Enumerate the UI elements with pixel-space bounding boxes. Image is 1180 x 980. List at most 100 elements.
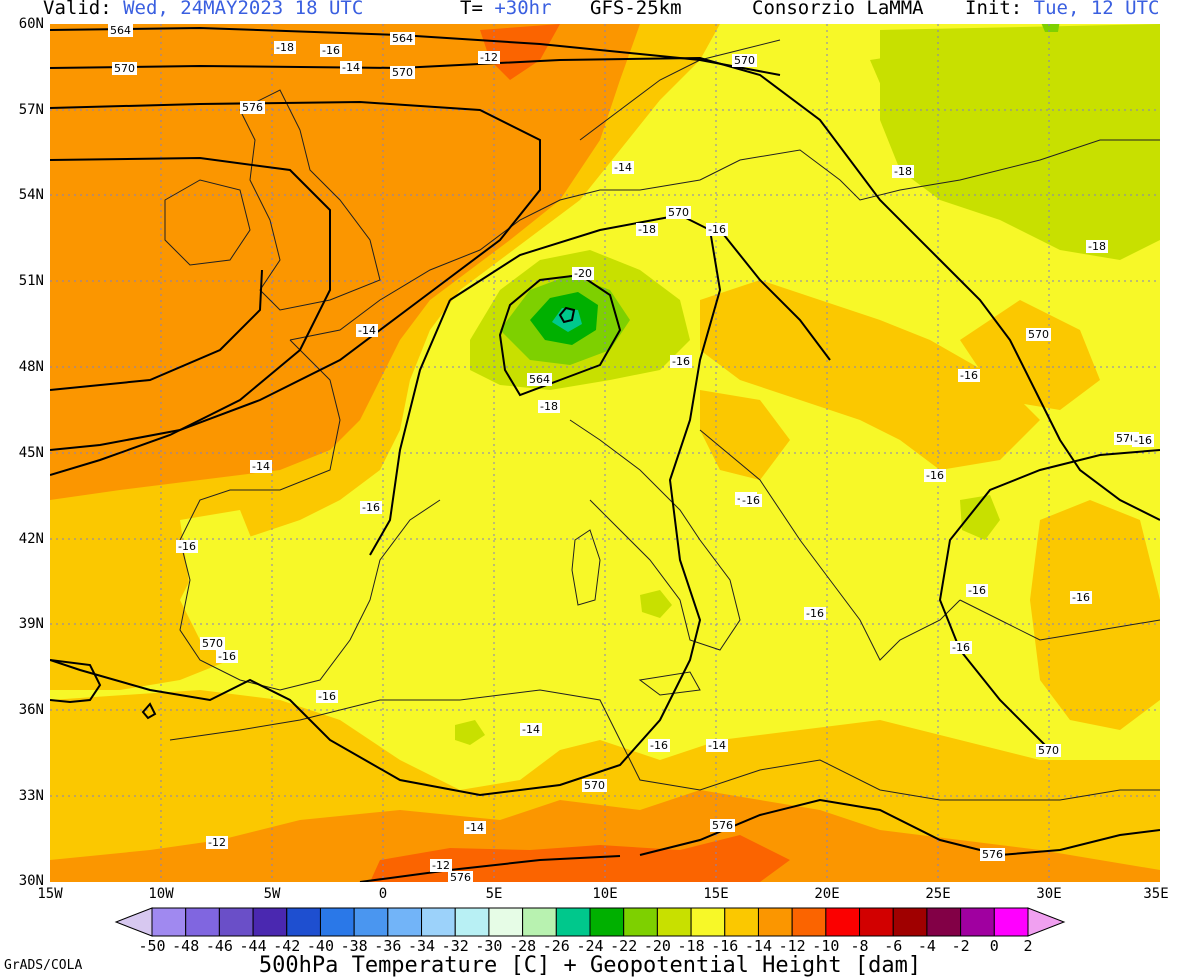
init-time: Init: Tue, 12 UTC xyxy=(965,0,1160,19)
graticule xyxy=(50,24,1160,882)
contour-label: 570 xyxy=(390,66,415,79)
colorbar-tick-label: -24 xyxy=(576,937,604,955)
contour-label: 576 xyxy=(448,871,473,884)
colorbar-cell xyxy=(353,907,389,937)
contour-label: 570 xyxy=(112,62,137,75)
lat-label: 48N xyxy=(18,359,44,375)
colorbar-tick-label: -42 xyxy=(273,937,301,955)
colorbar-tick-label: -20 xyxy=(643,937,671,955)
colorbar-tick-label: -46 xyxy=(205,937,233,955)
software-credit: GrADS/COLA xyxy=(4,958,83,973)
map-title: 500hPa Temperature [C] + Geopotential He… xyxy=(258,953,922,978)
colorbar-cell xyxy=(724,907,759,937)
colorbar-tick-label: -48 xyxy=(172,937,200,955)
colorbar-tick-label: -4 xyxy=(917,937,936,955)
temperature-field xyxy=(50,24,1160,882)
contour-label: -16 xyxy=(958,369,980,382)
lat-label: 30N xyxy=(18,873,44,889)
contour-label: -12 xyxy=(430,859,452,872)
colorbar-cell xyxy=(151,907,187,937)
contour-label: 576 xyxy=(710,819,735,832)
colorbar-tick-label: 0 xyxy=(989,937,999,955)
contour-label: -16 xyxy=(320,44,342,57)
lon-label: 15W xyxy=(37,886,63,902)
colorbar-cell xyxy=(993,907,1029,937)
contour-label: 564 xyxy=(108,24,133,37)
colorbar-cell xyxy=(218,907,254,937)
lat-label: 54N xyxy=(18,187,44,203)
lat-label: 39N xyxy=(18,616,44,632)
colorbar-cell xyxy=(656,907,692,937)
colorbar-tick-label: -8 xyxy=(850,937,869,955)
contour-label: 570 xyxy=(1036,744,1061,757)
colorbar-tick-label: -44 xyxy=(239,937,267,955)
contour-label: 570 xyxy=(666,206,691,219)
contour-label: -18 xyxy=(1086,240,1108,253)
colorbar-cell xyxy=(522,907,557,937)
colorbar-cell xyxy=(185,907,220,937)
colorbar-tick-label: -2 xyxy=(951,937,970,955)
model-name: GFS-25km xyxy=(590,0,682,19)
contour-label: -16 xyxy=(176,540,198,553)
colorbar-cell xyxy=(623,907,658,937)
colorbar-cell xyxy=(286,907,321,937)
lon-label: 10E xyxy=(592,886,618,902)
contour-label: 564 xyxy=(390,32,415,45)
lon-label: 35E xyxy=(1143,886,1169,902)
colorbar-cell xyxy=(421,907,456,937)
lat-label: 45N xyxy=(18,445,44,461)
colorbar-tick-label: -18 xyxy=(677,937,705,955)
init-label: Init: xyxy=(965,0,1023,19)
contour-label: -16 xyxy=(924,469,946,482)
lat-label: 51N xyxy=(18,273,44,289)
init-value: Tue, 12 UTC xyxy=(1033,0,1160,19)
colorbar xyxy=(114,907,1066,937)
step-label: T= xyxy=(460,0,483,19)
contour-label: -16 xyxy=(1132,434,1154,447)
colorbar-tick-label: -12 xyxy=(778,937,806,955)
colorbar-tick-label: -10 xyxy=(812,937,840,955)
lat-label: 33N xyxy=(18,788,44,804)
contour-label: -14 xyxy=(520,723,542,736)
colorbar-tick-label: 2 xyxy=(1023,937,1033,955)
contour-label: -16 xyxy=(804,607,826,620)
lat-label: 36N xyxy=(18,702,44,718)
contour-label: 570 xyxy=(582,779,607,792)
valid-value: Wed, 24MAY2023 18 UTC xyxy=(123,0,364,19)
lon-label: 5W xyxy=(263,886,281,902)
contour-label: -14 xyxy=(250,460,272,473)
colorbar-tick-label: -28 xyxy=(509,937,537,955)
colorbar-cell xyxy=(791,907,827,937)
contour-label: -14 xyxy=(340,61,362,74)
colorbar-tick-label: -16 xyxy=(711,937,739,955)
colorbar-tick-label: -6 xyxy=(884,937,903,955)
colorbar-tick-label: -26 xyxy=(542,937,570,955)
contour-label: -16 xyxy=(360,501,382,514)
colorbar-cell xyxy=(825,907,861,937)
colorbar-cell xyxy=(454,907,490,937)
colorbar-max-arrow xyxy=(1027,907,1066,937)
contour-label: -20 xyxy=(572,267,594,280)
colorbar-cell xyxy=(960,907,995,937)
contour-label: -14 xyxy=(464,821,486,834)
contour-label: 570 xyxy=(1026,328,1051,341)
forecast-step: T= +30hr xyxy=(460,0,552,19)
colorbar-cell xyxy=(859,907,894,937)
contour-label: -16 xyxy=(966,584,988,597)
contour-label: -16 xyxy=(706,223,728,236)
colorbar-min-arrow xyxy=(114,907,153,937)
valid-time: Valid: Wed, 24MAY2023 18 UTC xyxy=(43,0,363,19)
step-value: +30hr xyxy=(494,0,552,19)
colorbar-cell xyxy=(757,907,793,937)
valid-label: Valid: xyxy=(43,0,112,19)
colorbar-cell xyxy=(555,907,591,937)
colorbar-cell xyxy=(387,907,423,937)
contour-label: -16 xyxy=(648,739,670,752)
lat-label: 57N xyxy=(18,102,44,118)
contour-label: 576 xyxy=(980,848,1005,861)
colorbar-cell xyxy=(589,907,625,937)
contour-label: -18 xyxy=(636,223,658,236)
contour-label: -12 xyxy=(206,836,228,849)
contour-label: 570 xyxy=(200,637,225,650)
